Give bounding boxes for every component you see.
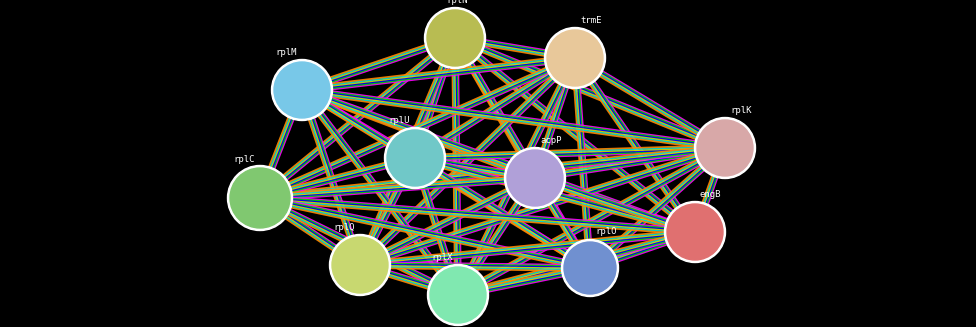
Circle shape [387, 130, 443, 186]
Circle shape [505, 147, 565, 209]
Text: rplM: rplM [275, 48, 297, 57]
Circle shape [427, 265, 489, 325]
Circle shape [227, 165, 293, 231]
Text: rplO: rplO [595, 227, 617, 236]
Circle shape [564, 242, 616, 294]
Text: rplN: rplN [446, 0, 468, 5]
Text: acpP: acpP [540, 136, 561, 145]
Circle shape [547, 30, 603, 86]
Circle shape [695, 117, 755, 179]
Text: rplX: rplX [431, 253, 453, 262]
Circle shape [561, 239, 619, 297]
Circle shape [507, 150, 563, 206]
Circle shape [697, 120, 753, 176]
Circle shape [425, 8, 485, 68]
Circle shape [330, 234, 390, 296]
Text: rplU: rplU [388, 116, 410, 125]
Text: rplC: rplC [233, 155, 255, 164]
Circle shape [271, 60, 333, 121]
Circle shape [430, 267, 486, 323]
Circle shape [230, 168, 290, 228]
Circle shape [545, 27, 605, 89]
Circle shape [385, 128, 445, 188]
Circle shape [667, 204, 723, 260]
Text: rplK: rplK [730, 106, 752, 115]
Text: rplQ: rplQ [334, 223, 355, 232]
Text: trmE: trmE [580, 16, 601, 25]
Circle shape [427, 10, 483, 66]
Circle shape [274, 62, 330, 118]
Circle shape [665, 201, 725, 263]
Text: engB: engB [700, 190, 721, 199]
Circle shape [332, 237, 388, 293]
